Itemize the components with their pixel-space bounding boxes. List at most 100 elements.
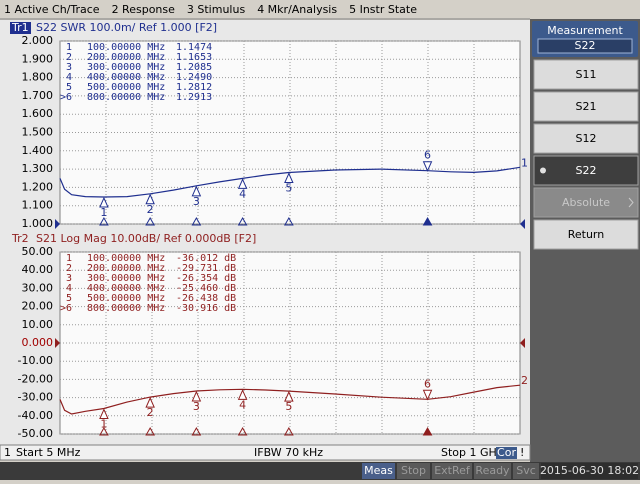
marker-table-name: >6 bbox=[60, 303, 72, 314]
softkey-label[interactable]: S22 bbox=[576, 164, 597, 177]
y-tick-label: 10.00 bbox=[22, 318, 54, 331]
status-cell bbox=[541, 463, 638, 479]
status-item: 2015-06-30 18:02 bbox=[540, 464, 639, 477]
y-tick-label: 1.700 bbox=[22, 89, 54, 102]
trace-end-label: 2 bbox=[521, 374, 528, 387]
marker-table-stimulus: 300.00000 MHz bbox=[87, 273, 165, 284]
marker-table-response: -36.012 dB bbox=[176, 253, 236, 264]
marker-number: 1 bbox=[100, 206, 107, 219]
marker bbox=[99, 408, 109, 420]
status-item: ExtRef bbox=[434, 464, 471, 477]
marker bbox=[237, 178, 248, 189]
y-tick-label: -40.00 bbox=[18, 409, 53, 422]
y-tick-label: 1.100 bbox=[22, 199, 54, 212]
marker-table-stimulus: 200.00000 MHz bbox=[87, 52, 165, 63]
stimulus-marker bbox=[99, 216, 109, 226]
marker-table-response: -30.916 dB bbox=[176, 303, 236, 314]
submenu-arrow bbox=[628, 197, 634, 208]
y-tick-label: 1.600 bbox=[22, 107, 54, 120]
stimulus-marker bbox=[422, 216, 433, 226]
softkey-label[interactable]: Return bbox=[568, 228, 605, 241]
softkey-button[interactable] bbox=[533, 91, 639, 122]
marker-number: 5 bbox=[285, 182, 292, 195]
stimulus-marker bbox=[237, 426, 248, 436]
softkey-button[interactable] bbox=[533, 59, 639, 90]
stimulus-marker bbox=[145, 426, 156, 436]
marker-number: 3 bbox=[193, 195, 200, 208]
y-tick-label: 1.800 bbox=[22, 71, 54, 84]
stimulus-marker bbox=[283, 216, 294, 226]
marker-table-name: 1 bbox=[66, 42, 72, 53]
y-tick-label: 1.000 bbox=[22, 217, 54, 230]
stimulus-marker bbox=[237, 216, 248, 226]
softkey-button[interactable] bbox=[533, 155, 639, 186]
menu-item[interactable]: 2 Response bbox=[112, 3, 176, 16]
marker-table-response: 1.2812 bbox=[176, 82, 212, 93]
channel-bar bbox=[0, 444, 531, 461]
menu-item[interactable]: 1 Active Ch/Trace bbox=[4, 3, 100, 16]
marker-table-stimulus: 200.00000 MHz bbox=[87, 263, 165, 274]
marker-table-stimulus: 800.00000 MHz bbox=[87, 303, 165, 314]
warning-flag: ! bbox=[520, 446, 524, 459]
marker bbox=[191, 390, 202, 402]
marker bbox=[99, 196, 109, 208]
status-cell bbox=[513, 463, 539, 479]
marker-number: 2 bbox=[147, 406, 154, 419]
softkey-button[interactable] bbox=[533, 219, 639, 250]
marker-number: 1 bbox=[100, 418, 107, 431]
y-tick-label: 30.00 bbox=[22, 281, 54, 294]
softkey-title: Measurement bbox=[547, 24, 623, 37]
y-tick-label: 1.300 bbox=[22, 162, 54, 175]
y-tick-label: 1.900 bbox=[22, 52, 54, 65]
menu-item[interactable]: 3 Stimulus bbox=[187, 3, 246, 16]
stimulus-marker bbox=[99, 426, 109, 436]
ref-arrow-left bbox=[55, 338, 60, 348]
marker-table-response: -26.354 dB bbox=[176, 273, 236, 284]
y-tick-label: -10.00 bbox=[18, 354, 53, 367]
softkey-button[interactable] bbox=[533, 123, 639, 154]
marker-table-response: 1.1474 bbox=[176, 42, 212, 53]
stimulus-marker bbox=[283, 426, 294, 436]
correction-box bbox=[496, 447, 517, 459]
marker-table-stimulus: 500.00000 MHz bbox=[87, 293, 165, 304]
menu-item[interactable]: 4 Mkr/Analysis bbox=[257, 3, 337, 16]
ifbw: IFBW 70 kHz bbox=[254, 446, 323, 459]
marker-table-name: >6 bbox=[60, 92, 72, 103]
marker-active bbox=[422, 389, 433, 401]
y-tick-label: 20.00 bbox=[22, 300, 54, 313]
stimulus-marker bbox=[422, 426, 433, 436]
status-cell bbox=[432, 463, 472, 479]
menu-bar bbox=[0, 0, 640, 19]
current-value: S22 bbox=[575, 39, 596, 52]
softkey-label[interactable]: S12 bbox=[576, 132, 597, 145]
channel-number: 1 bbox=[4, 446, 11, 459]
stimulus-marker bbox=[145, 216, 156, 226]
marker-table-name: 3 bbox=[66, 62, 72, 73]
y-tick-label: 1.400 bbox=[22, 144, 54, 157]
marker-active bbox=[422, 161, 433, 172]
marker-table-stimulus: 100.00000 MHz bbox=[87, 253, 165, 264]
marker bbox=[145, 193, 155, 205]
marker-table-response: 1.2490 bbox=[176, 72, 212, 83]
marker-table-name: 3 bbox=[66, 273, 72, 284]
marker-number: 6 bbox=[424, 377, 431, 390]
trace-title: S21 Log Mag 10.00dB/ Ref 0.000dB [F2] bbox=[36, 232, 256, 245]
y-tick-label: 1.500 bbox=[22, 126, 54, 139]
marker bbox=[284, 172, 294, 184]
trace-title: S22 SWR 100.0m/ Ref 1.000 [F2] bbox=[36, 21, 217, 34]
status-cell bbox=[362, 463, 395, 479]
ref-arrow-right bbox=[520, 338, 525, 348]
softkey-label[interactable]: S11 bbox=[576, 68, 597, 81]
marker-number: 3 bbox=[193, 400, 200, 413]
selected-indicator bbox=[540, 167, 546, 174]
menu-item[interactable]: 5 Instr State bbox=[349, 3, 417, 16]
softkey-label[interactable]: S21 bbox=[576, 100, 597, 113]
y-tick-label: -20.00 bbox=[18, 372, 53, 385]
y-tick-label: 50.00 bbox=[22, 245, 54, 258]
marker-table-response: -26.438 dB bbox=[176, 293, 236, 304]
status-item: Meas bbox=[364, 464, 393, 477]
stimulus-marker bbox=[191, 216, 202, 226]
marker-table-name: 4 bbox=[66, 72, 72, 83]
marker-table-stimulus: 100.00000 MHz bbox=[87, 42, 165, 53]
y-tick-label: -30.00 bbox=[18, 391, 53, 404]
